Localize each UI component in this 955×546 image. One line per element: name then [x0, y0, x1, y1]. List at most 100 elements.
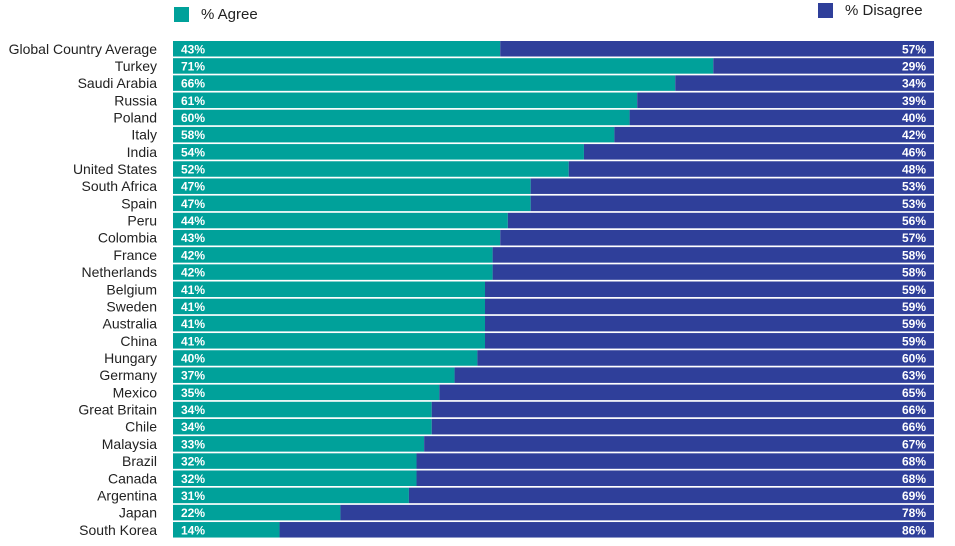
value-label-agree: 43%	[181, 231, 205, 245]
category-label: Colombia	[98, 230, 157, 246]
value-label-agree: 35%	[181, 386, 205, 400]
value-label-disagree: 60%	[902, 351, 926, 365]
value-label-disagree: 59%	[902, 317, 926, 331]
value-label-agree: 31%	[181, 489, 205, 503]
bar-agree	[173, 504, 341, 521]
category-label: Russia	[114, 92, 157, 108]
bar-agree	[173, 418, 432, 435]
bar-agree	[173, 315, 486, 332]
bar-agree	[173, 384, 440, 401]
bar-agree	[173, 144, 584, 160]
value-label-disagree: 42%	[902, 128, 926, 142]
category-label: Mexico	[113, 384, 158, 400]
value-label-agree: 41%	[181, 317, 205, 331]
value-label-agree: 41%	[181, 300, 205, 314]
value-label-disagree: 59%	[902, 334, 926, 348]
value-label-disagree: 58%	[902, 248, 926, 262]
bar-disagree	[713, 58, 934, 74]
bar-agree	[173, 367, 455, 383]
category-label: Germany	[99, 367, 157, 383]
value-label-agree: 14%	[181, 523, 205, 537]
category-label: France	[113, 247, 157, 263]
bar-disagree	[568, 161, 934, 177]
value-label-disagree: 29%	[902, 59, 926, 73]
value-label-disagree: 59%	[902, 283, 926, 297]
category-label: Peru	[127, 213, 157, 229]
value-label-disagree: 58%	[902, 266, 926, 280]
bar-disagree	[614, 126, 934, 143]
value-label-disagree: 57%	[902, 42, 926, 56]
bar-disagree	[416, 470, 934, 486]
category-label: Japan	[119, 505, 157, 521]
value-label-disagree: 69%	[902, 489, 926, 503]
category-label: Saudi Arabia	[78, 75, 158, 91]
bar-agree	[173, 41, 501, 57]
value-label-disagree: 46%	[902, 145, 926, 159]
bar-agree	[173, 470, 417, 486]
legend-disagree: % Disagree	[818, 2, 923, 19]
value-label-disagree: 59%	[902, 300, 926, 314]
bar-agree	[173, 350, 478, 366]
value-label-agree: 54%	[181, 145, 205, 159]
category-label: South Korea	[79, 522, 157, 538]
value-label-agree: 42%	[181, 248, 205, 262]
value-label-agree: 22%	[181, 506, 205, 520]
bar-disagree	[500, 229, 934, 246]
bar-agree	[173, 195, 531, 212]
bar-disagree	[454, 367, 934, 383]
category-label: Brazil	[122, 453, 157, 469]
value-label-disagree: 66%	[902, 403, 926, 417]
value-label-agree: 47%	[181, 180, 205, 194]
bar-disagree	[492, 247, 934, 263]
value-label-disagree: 53%	[902, 197, 926, 211]
bar-agree	[173, 487, 409, 504]
bar-disagree	[530, 178, 934, 194]
bar-agree	[173, 126, 615, 143]
bar-disagree	[583, 144, 934, 160]
bar-agree	[173, 229, 501, 246]
value-label-disagree: 68%	[902, 455, 926, 469]
value-label-disagree: 67%	[902, 437, 926, 451]
bar-disagree	[340, 504, 934, 521]
bar-agree	[173, 58, 714, 74]
bar-agree	[173, 92, 638, 109]
bar-agree	[173, 75, 676, 91]
value-label-disagree: 86%	[902, 523, 926, 537]
bar-agree	[173, 247, 493, 263]
bar-agree	[173, 522, 280, 538]
value-label-disagree: 78%	[902, 506, 926, 520]
value-label-agree: 42%	[181, 266, 205, 280]
value-label-agree: 32%	[181, 472, 205, 486]
value-label-agree: 52%	[181, 163, 205, 177]
bar-disagree	[507, 212, 934, 229]
legend-agree: % Agree	[174, 6, 258, 23]
value-label-agree: 34%	[181, 420, 205, 434]
value-label-agree: 43%	[181, 42, 205, 56]
legend-agree-label: % Agree	[201, 6, 258, 23]
value-label-disagree: 66%	[902, 420, 926, 434]
category-label: Turkey	[115, 58, 157, 74]
value-label-agree: 41%	[181, 283, 205, 297]
value-label-agree: 66%	[181, 77, 205, 91]
legend-disagree-label: % Disagree	[845, 2, 923, 19]
bar-disagree	[485, 333, 934, 349]
value-label-agree: 32%	[181, 455, 205, 469]
value-label-disagree: 65%	[902, 386, 926, 400]
value-label-agree: 33%	[181, 437, 205, 451]
value-label-disagree: 63%	[902, 369, 926, 383]
category-label: United States	[73, 161, 157, 177]
bar-disagree	[485, 281, 934, 298]
category-label: Malaysia	[102, 436, 157, 452]
value-label-disagree: 39%	[902, 94, 926, 108]
category-label: Great Britain	[78, 402, 157, 418]
category-label: Belgium	[106, 281, 157, 297]
bar-agree	[173, 109, 630, 126]
category-label: India	[127, 144, 158, 160]
category-label: Canada	[108, 470, 157, 486]
value-label-agree: 60%	[181, 111, 205, 125]
value-label-disagree: 48%	[902, 163, 926, 177]
bar-disagree	[530, 195, 934, 212]
category-label: Chile	[125, 419, 157, 435]
value-label-disagree: 40%	[902, 111, 926, 125]
category-label: Hungary	[104, 350, 157, 366]
